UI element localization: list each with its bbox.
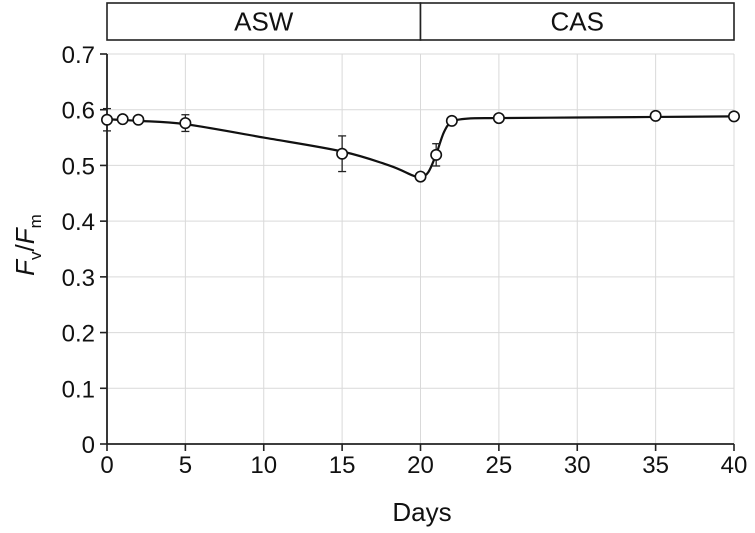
series-line	[106, 115, 735, 179]
data-point	[492, 112, 505, 125]
data-point	[649, 109, 662, 122]
phase-label: CAS	[551, 7, 604, 37]
y-title-sub-v: v	[26, 251, 45, 260]
tick-labels: 0 5 10 15 20 25 30 35 40 0 0.1 0.2 0.3 0.4 0.5 0.6 0.7	[62, 42, 748, 479]
x-tick-label: 15	[329, 452, 356, 479]
data-point	[336, 147, 349, 160]
y-tick-label: 0.7	[62, 42, 95, 69]
x-axis-title: Days	[392, 497, 451, 527]
y-title-sub-m: m	[26, 214, 45, 228]
data-point	[116, 113, 129, 126]
y-tick-label: 0.2	[62, 321, 95, 348]
x-tick-label: 30	[564, 452, 591, 479]
x-tick-label: 40	[721, 452, 748, 479]
y-tick-label: 0.6	[62, 98, 95, 125]
data-point	[430, 148, 443, 161]
fitted-curve	[106, 115, 735, 179]
x-tick-label: 10	[250, 452, 277, 479]
y-title-f: F	[10, 258, 40, 276]
y-axis-title: Fv/Fm	[10, 214, 45, 276]
phase-bar: ASW CAS	[106, 2, 735, 41]
grid	[107, 53, 735, 444]
data-point	[414, 170, 427, 183]
data-point	[132, 113, 145, 126]
data-point	[727, 110, 740, 123]
axes	[100, 53, 735, 451]
svg-text:Fv/Fm: Fv/Fm	[10, 214, 45, 276]
y-title-slash: /	[10, 243, 40, 251]
error-bars	[103, 107, 441, 173]
y-tick-label: 0.4	[62, 209, 95, 236]
x-tick-label: 5	[179, 452, 192, 479]
data-points	[101, 109, 740, 183]
y-tick-label: 0.5	[62, 153, 95, 180]
y-tick-label: 0.1	[62, 376, 95, 403]
data-point	[101, 113, 114, 126]
y-tick-label: 0.3	[62, 265, 95, 292]
phase-box	[106, 2, 422, 41]
x-tick-label: 20	[407, 452, 434, 479]
data-point	[179, 117, 192, 130]
y-title-f2: F	[10, 226, 40, 244]
x-tick-label: 25	[486, 452, 513, 479]
data-point	[445, 114, 458, 127]
x-tick-label: 35	[642, 452, 669, 479]
phase-label: ASW	[234, 7, 294, 37]
x-tick-label: 0	[100, 452, 113, 479]
y-tick-label: 0	[82, 432, 95, 459]
phase-box	[419, 2, 735, 41]
